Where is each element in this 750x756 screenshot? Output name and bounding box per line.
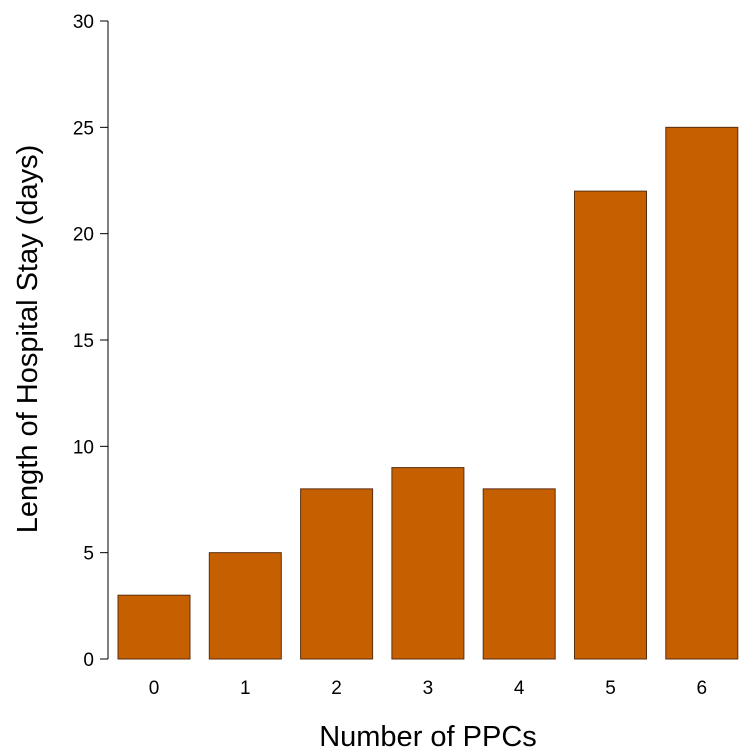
y-axis-title: Length of Hospital Stay (days) [12, 145, 44, 533]
bar-0 [117, 594, 191, 660]
bar-4 [482, 488, 556, 660]
y-tick-label: 30 [73, 12, 94, 33]
bar-2 [300, 488, 374, 660]
y-tick-label: 15 [73, 331, 94, 352]
bar-5 [574, 190, 647, 660]
bar-3 [391, 467, 465, 660]
x-tick-label: 6 [697, 678, 708, 699]
y-axis-ticks: 0 5 10 15 20 25 30 [73, 12, 108, 671]
x-tick-label: 1 [240, 678, 251, 699]
y-tick-label: 20 [73, 225, 94, 246]
x-tick-label: 5 [605, 678, 616, 699]
x-tick-label: 3 [423, 678, 434, 699]
x-tick-label: 0 [149, 678, 160, 699]
x-axis-ticks: 0 1 2 3 4 5 6 [149, 678, 707, 699]
y-tick-label: 0 [83, 650, 94, 671]
x-tick-label: 2 [331, 678, 342, 699]
y-tick-label: 5 [83, 544, 94, 565]
x-axis-title: Number of PPCs [319, 721, 537, 753]
bar-1 [208, 552, 282, 660]
x-tick-label: 4 [514, 678, 525, 699]
bar-6 [665, 126, 739, 660]
y-tick-label: 10 [73, 437, 94, 458]
bars-group [117, 126, 739, 660]
y-tick-label: 25 [73, 118, 94, 139]
